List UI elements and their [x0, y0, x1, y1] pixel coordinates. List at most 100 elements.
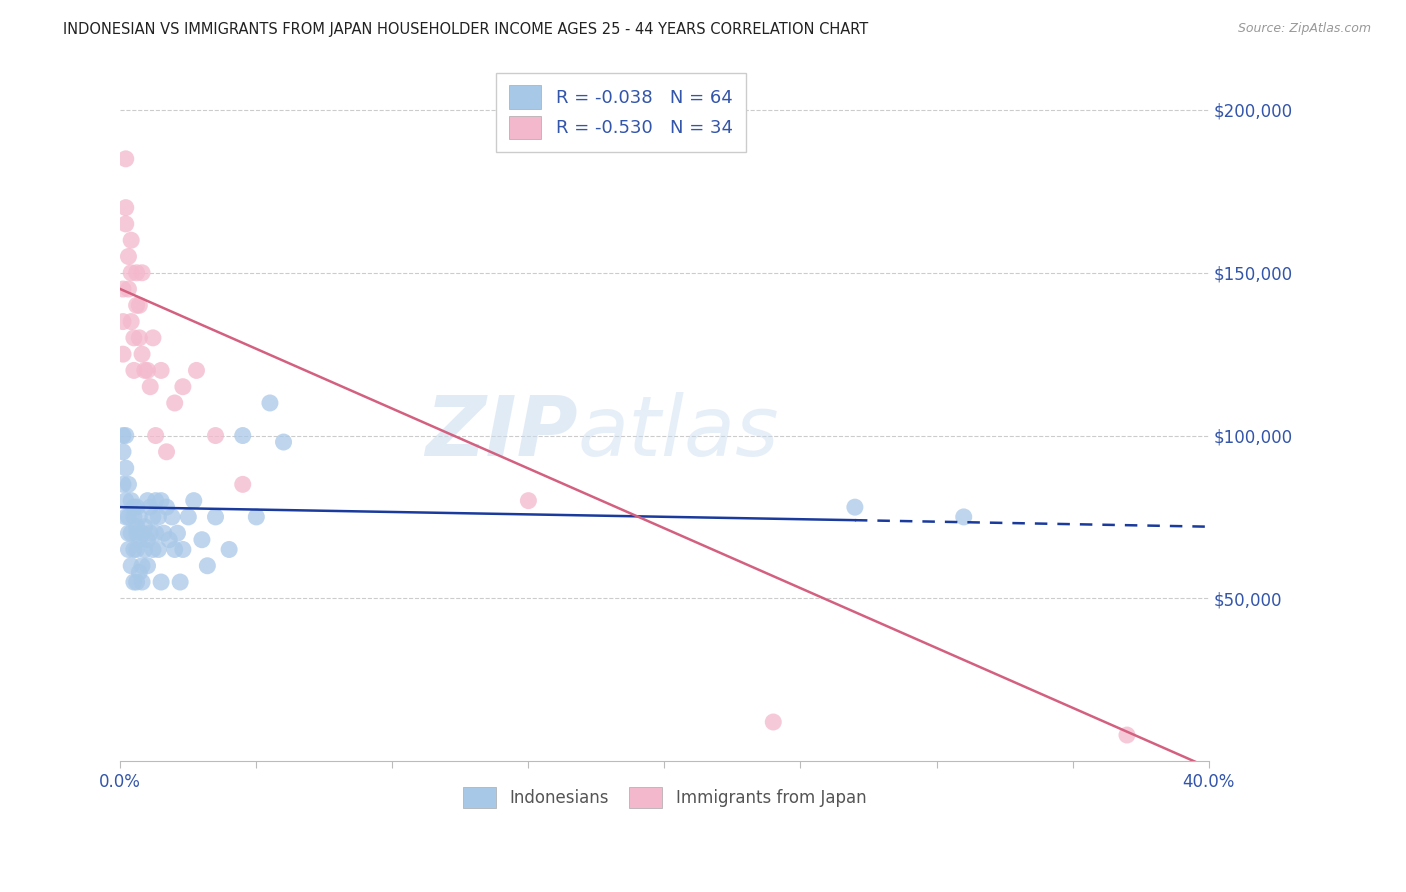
Point — [131, 574, 153, 589]
Point — [122, 500, 145, 515]
Point — [517, 493, 540, 508]
Point — [122, 363, 145, 377]
Text: Source: ZipAtlas.com: Source: ZipAtlas.com — [1237, 22, 1371, 36]
Point — [139, 500, 162, 515]
Point — [128, 510, 150, 524]
Point — [195, 558, 218, 573]
Point — [128, 298, 150, 312]
Point — [120, 233, 142, 247]
Point — [131, 347, 153, 361]
Point — [117, 526, 139, 541]
Point — [131, 558, 153, 573]
Point — [844, 500, 866, 515]
Point — [120, 315, 142, 329]
Point — [134, 363, 156, 377]
Point — [148, 542, 170, 557]
Point — [150, 493, 173, 508]
Point — [114, 152, 136, 166]
Point — [186, 363, 208, 377]
Point — [218, 542, 240, 557]
Point — [273, 435, 295, 450]
Point — [114, 201, 136, 215]
Point — [172, 380, 194, 394]
Point — [1116, 728, 1139, 742]
Point — [245, 510, 267, 524]
Point — [762, 714, 785, 729]
Point — [136, 558, 159, 573]
Point — [128, 533, 150, 547]
Point — [142, 331, 165, 345]
Point — [111, 282, 134, 296]
Point — [150, 363, 173, 377]
Point — [136, 363, 159, 377]
Point — [153, 526, 176, 541]
Point — [125, 298, 148, 312]
Point — [120, 493, 142, 508]
Point — [232, 477, 254, 491]
Point — [163, 542, 186, 557]
Point — [172, 542, 194, 557]
Point — [120, 526, 142, 541]
Point — [117, 250, 139, 264]
Text: ZIP: ZIP — [425, 392, 578, 474]
Point — [259, 396, 281, 410]
Point — [117, 282, 139, 296]
Point — [125, 266, 148, 280]
Point — [122, 574, 145, 589]
Point — [177, 510, 200, 524]
Point — [111, 477, 134, 491]
Point — [155, 445, 177, 459]
Point — [117, 510, 139, 524]
Point — [142, 510, 165, 524]
Point — [134, 542, 156, 557]
Point — [145, 428, 167, 442]
Point — [111, 428, 134, 442]
Point — [125, 519, 148, 533]
Point — [166, 526, 188, 541]
Point — [191, 533, 214, 547]
Point — [155, 500, 177, 515]
Point — [160, 510, 183, 524]
Point — [136, 533, 159, 547]
Point — [114, 217, 136, 231]
Point — [139, 380, 162, 394]
Point — [204, 510, 226, 524]
Point — [131, 526, 153, 541]
Point — [114, 493, 136, 508]
Point — [232, 428, 254, 442]
Point — [122, 542, 145, 557]
Point — [114, 510, 136, 524]
Point — [148, 510, 170, 524]
Point — [111, 347, 134, 361]
Point — [139, 526, 162, 541]
Point — [150, 574, 173, 589]
Point — [117, 542, 139, 557]
Point — [169, 574, 191, 589]
Point — [114, 428, 136, 442]
Point — [134, 519, 156, 533]
Point — [122, 510, 145, 524]
Point — [117, 477, 139, 491]
Point — [114, 461, 136, 475]
Text: atlas: atlas — [578, 392, 779, 474]
Point — [120, 558, 142, 573]
Point — [122, 331, 145, 345]
Point — [111, 315, 134, 329]
Point — [125, 542, 148, 557]
Point — [120, 266, 142, 280]
Point — [952, 510, 974, 524]
Point — [145, 526, 167, 541]
Text: INDONESIAN VS IMMIGRANTS FROM JAPAN HOUSEHOLDER INCOME AGES 25 - 44 YEARS CORREL: INDONESIAN VS IMMIGRANTS FROM JAPAN HOUS… — [63, 22, 869, 37]
Point — [111, 445, 134, 459]
Point — [163, 396, 186, 410]
Legend: Indonesians, Immigrants from Japan: Indonesians, Immigrants from Japan — [456, 780, 873, 814]
Point — [128, 331, 150, 345]
Point — [142, 542, 165, 557]
Point — [125, 574, 148, 589]
Point — [204, 428, 226, 442]
Point — [157, 533, 180, 547]
Point — [136, 493, 159, 508]
Point — [125, 500, 148, 515]
Point — [125, 526, 148, 541]
Point — [128, 566, 150, 580]
